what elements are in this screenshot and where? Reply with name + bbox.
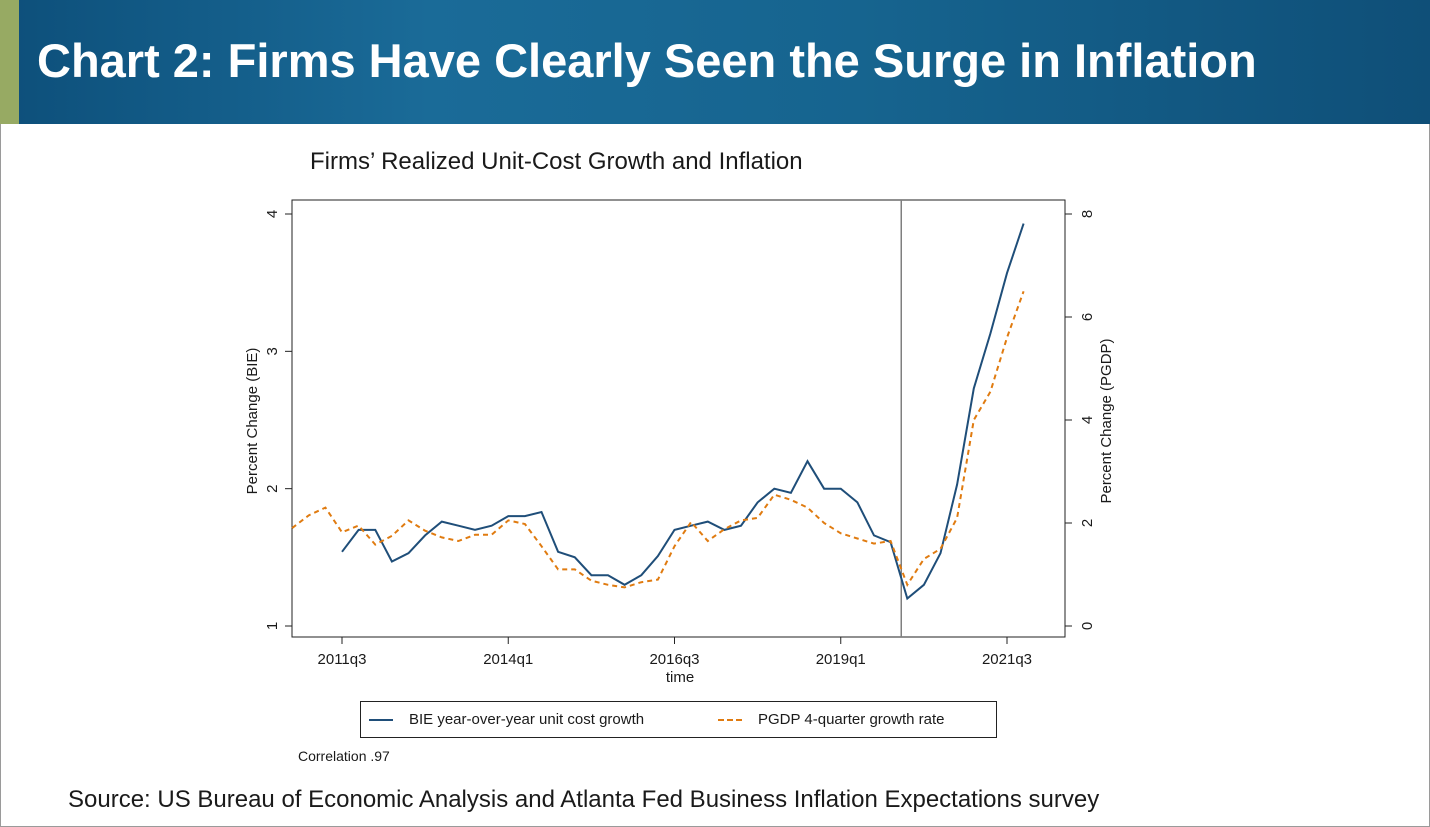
y2-axis-title: Percent Change (PGDP): [1098, 338, 1115, 503]
series-line-pgdp: [291, 290, 1025, 589]
y2-tick-label: 2: [1079, 519, 1096, 527]
banner-accent-bar: [0, 0, 19, 124]
x-tick-label: 2021q3: [982, 651, 1032, 668]
legend-swatch-pgdp: [718, 718, 742, 721]
series-line-bie: [341, 223, 1025, 601]
series-layer: [291, 223, 1025, 601]
title-banner: Chart 2: Firms Have Clearly Seen the Sur…: [0, 0, 1430, 124]
chart-title: Firms’ Realized Unit-Cost Growth and Inf…: [310, 148, 803, 175]
legend-item-bie: BIE year-over-year unit cost growth: [369, 702, 644, 737]
y-tick-label: 4: [264, 210, 281, 218]
y2-tick-label: 8: [1079, 210, 1096, 218]
slide-title: Chart 2: Firms Have Clearly Seen the Sur…: [37, 34, 1257, 87]
y-tick-label: 3: [264, 347, 281, 355]
y2-tick-label: 0: [1079, 622, 1096, 630]
legend-label-pgdp: PGDP 4-quarter growth rate: [758, 711, 945, 728]
y-tick-label: 1: [264, 622, 281, 630]
y2-tick-label: 4: [1079, 416, 1096, 424]
legend: BIE year-over-year unit cost growth PGDP…: [360, 701, 997, 738]
source-note: Source: US Bureau of Economic Analysis a…: [68, 786, 1100, 813]
x-tick-label: 2014q1: [483, 651, 533, 668]
correlation-note: Correlation .97: [298, 748, 390, 764]
legend-item-pgdp: PGDP 4-quarter growth rate: [718, 702, 944, 737]
axes: 2011q3 2014q1 2016q3 2019q1 2021q3 1 2 3 4 0 2 4 6 8: [264, 200, 1096, 668]
y-axis-title: Percent Change (BIE): [244, 348, 261, 495]
x-tick-label: 2016q3: [649, 651, 699, 668]
y2-tick-label: 6: [1079, 313, 1096, 321]
plot-area: [291, 199, 1066, 638]
legend-label-bie: BIE year-over-year unit cost growth: [409, 711, 645, 728]
x-axis-title: time: [666, 669, 694, 686]
x-tick-label: 2011q3: [318, 651, 367, 668]
legend-swatch-bie: [369, 718, 393, 721]
x-tick-label: 2019q1: [816, 651, 866, 668]
y-tick-label: 2: [264, 484, 281, 492]
